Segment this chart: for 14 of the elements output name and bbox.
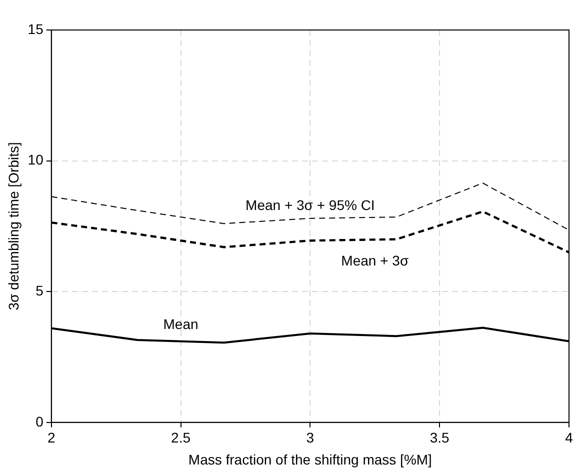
y-tick-label: 15 — [28, 20, 44, 37]
series-label: Mean — [163, 316, 198, 332]
series-label: Mean + 3σ — [341, 252, 409, 268]
x-tick-label: 2.5 — [171, 430, 191, 446]
y-tick-label: 0 — [36, 413, 44, 430]
x-tick-label: 3 — [306, 430, 314, 446]
x-axis-title: Mass fraction of the shifting mass [%M] — [188, 451, 432, 468]
x-tick-label: 2 — [47, 430, 56, 446]
y-axis-title: 3σ detumbling time [Orbits] — [5, 142, 22, 310]
y-tick-label: 10 — [28, 152, 44, 168]
series-label: Mean + 3σ + 95% CI — [246, 197, 375, 214]
y-tick-label: 5 — [36, 282, 44, 298]
x-tick-label: 3.5 — [430, 430, 450, 446]
x-tick-label: 4 — [565, 430, 574, 446]
